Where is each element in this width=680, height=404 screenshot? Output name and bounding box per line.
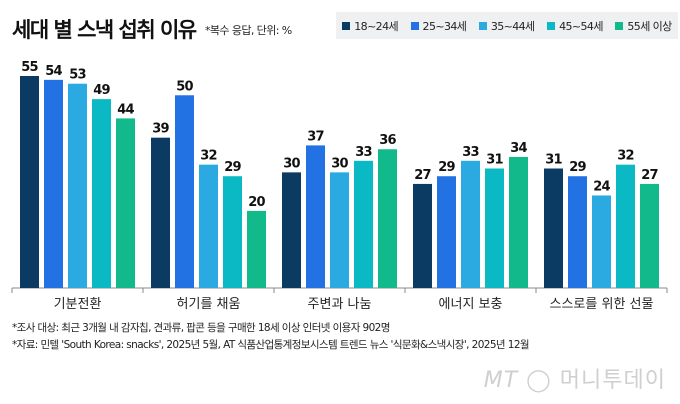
chart-title: 세대 별 스낵 섭취 이유 [12,18,197,42]
bar [592,195,611,288]
data-label: 37 [307,129,324,144]
data-label: 31 [486,153,503,168]
bar [247,210,266,288]
data-label: 20 [248,195,265,210]
legend-swatch [342,21,351,30]
data-label: 34 [510,141,527,156]
bar [509,156,528,288]
data-label: 27 [414,168,431,183]
legend: 18~24세 25~34세 35~44세 45~54세 55세 이상 [336,12,678,39]
bar [616,164,635,288]
bar [116,118,135,289]
legend-label: 55세 이상 [627,19,672,33]
category-label: 스스로를 위한 선물 [550,297,654,312]
legend-swatch [615,21,624,30]
bar [175,95,194,288]
legend-item: 45~54세 [547,18,603,34]
bar [306,145,325,288]
category-label: 에너지 보충 [439,297,503,312]
bar [44,79,63,288]
data-label: 36 [379,133,396,148]
data-label: 32 [617,149,634,164]
data-label: 50 [176,79,193,94]
bar-chart: 55 54 53 49 44 기분전환 39 50 32 29 20 허기를 채움 30 37 30 33 36… [11,60,668,312]
bar [68,83,87,288]
data-label: 54 [45,64,62,79]
bar [330,172,349,288]
category-label: 허기를 채움 [177,297,241,312]
bar [354,160,373,288]
bar [378,149,397,288]
bar [151,137,170,288]
legend-swatch [547,21,556,30]
bar [640,183,659,288]
data-label: 30 [331,156,348,171]
bar [413,183,432,288]
legend-item: 35~44세 [478,18,535,34]
bar [437,176,456,288]
category-label: 주변과 나눔 [308,297,372,312]
legend-label: 18~24세 [354,19,398,33]
legend-swatch [410,21,419,30]
bar [223,176,242,288]
data-label: 27 [641,168,658,183]
note-survey: *조사 대상: 최근 3개월 내 감자칩, 견과류, 팝콘 등을 구매한 18세… [12,322,390,334]
bar [544,168,563,288]
data-label: 32 [200,149,217,164]
legend-swatch [478,21,487,30]
data-label: 44 [117,102,134,117]
bar [485,168,504,288]
note-source: *자료: 민텔 'South Korea: snacks', 2025년 5월,… [12,339,530,351]
bar [20,76,39,288]
legend-label: 25~34세 [422,19,467,33]
data-label: 29 [569,160,586,175]
data-label: 29 [224,160,241,175]
legend-item: 25~34세 [410,18,467,34]
data-label: 33 [462,145,479,160]
data-label: 33 [355,145,372,160]
bar [568,176,587,288]
legend-label: 35~44세 [490,19,535,33]
watermark-logo: MT ◯ 머니투데이 [483,368,666,393]
category-label: 기분전환 [54,297,102,312]
bar [92,99,111,288]
legend-item: 18~24세 [342,18,399,34]
data-label: 55 [21,60,38,75]
data-label: 31 [545,153,562,168]
legend-item: 55세 이상 [615,18,672,34]
bar [461,160,480,288]
data-label: 30 [283,156,300,171]
data-label: 53 [69,68,86,83]
data-label: 49 [93,83,110,98]
legend-label: 45~54세 [559,19,603,33]
bar [199,164,218,288]
bar [282,172,301,288]
data-label: 39 [152,122,169,137]
data-label: 24 [593,179,610,194]
chart-subtitle: *복수 응답, 단위: % [205,24,292,37]
data-label: 29 [438,160,455,175]
